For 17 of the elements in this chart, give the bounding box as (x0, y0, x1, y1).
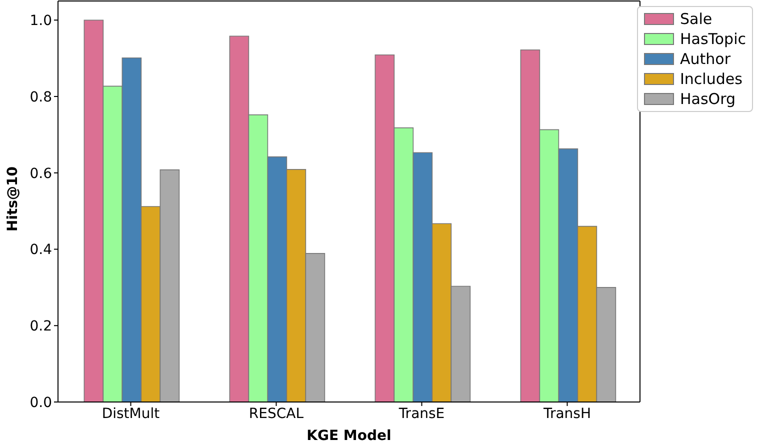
y-axis-title: Hits@10 (4, 166, 21, 232)
y-tick-label: 0.0 (30, 394, 52, 411)
legend-label: Includes (680, 69, 742, 89)
y-tick-label: 0.4 (30, 242, 52, 258)
legend-label: HasTopic (680, 29, 746, 49)
x-tick-label: DistMult (102, 406, 160, 422)
x-tick-label: TransE (398, 406, 445, 422)
x-axis-title: KGE Model (306, 428, 392, 444)
y-tick-label: 1.0 (30, 13, 52, 30)
y-tick-label: 0.8 (30, 89, 52, 106)
y-tick-label: 0.2 (30, 318, 52, 335)
y-tick-label: 0.6 (30, 166, 52, 182)
legend-label: Sale (680, 9, 712, 29)
legend-label: HasOrg (680, 89, 736, 109)
x-tick-label: TransH (542, 406, 591, 422)
legend-label: Author (680, 49, 730, 69)
x-tick-label: RESCAL (248, 406, 304, 422)
